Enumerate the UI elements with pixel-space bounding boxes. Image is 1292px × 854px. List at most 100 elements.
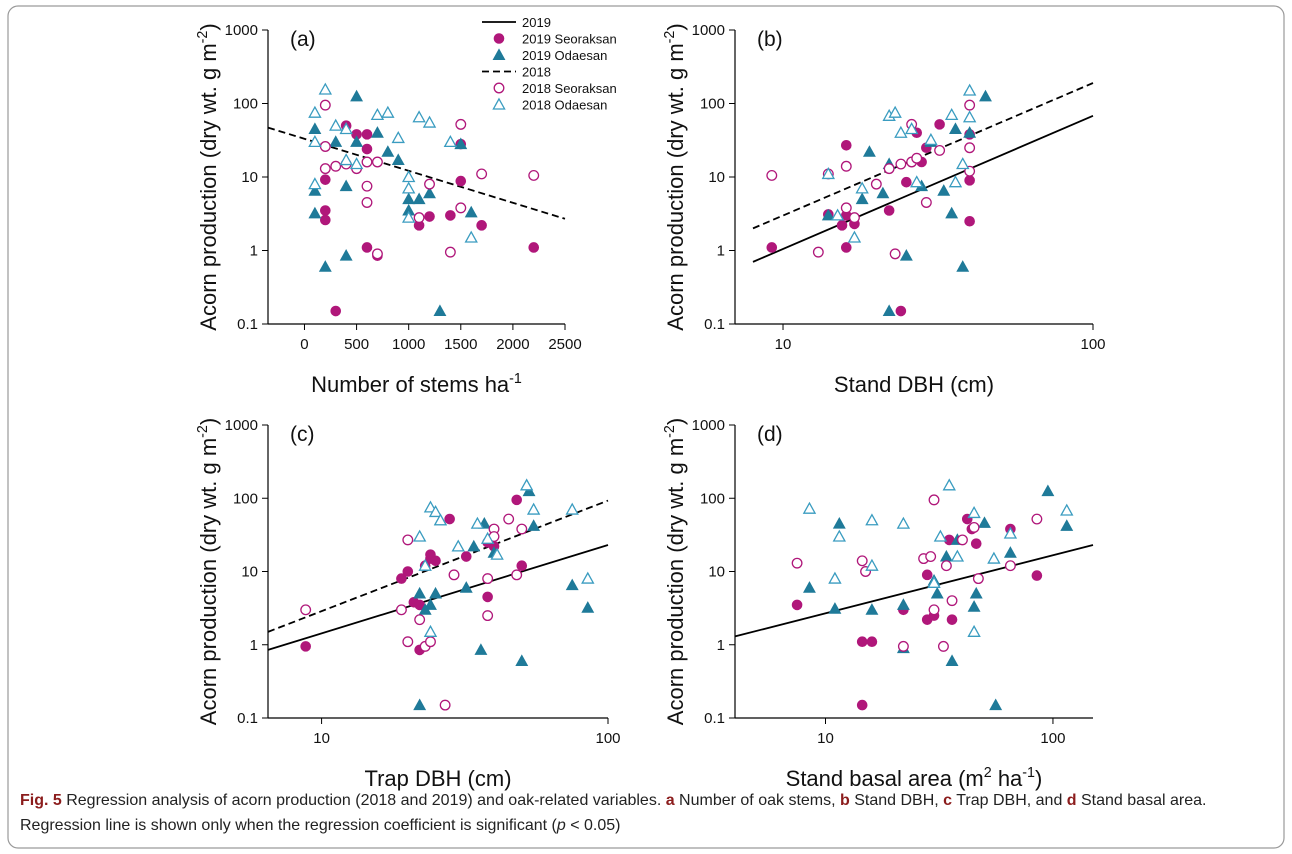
x-tick-label: 0 — [300, 336, 308, 353]
data-point — [897, 640, 909, 652]
data-point — [454, 137, 468, 150]
data-point — [402, 636, 414, 648]
data-point — [464, 205, 478, 218]
legend-label: 2018 Seoraksan — [522, 81, 617, 96]
x-tick-label: 1500 — [444, 336, 477, 353]
data-point — [308, 177, 322, 190]
x-axis-label: Trap DBH (cm) — [364, 766, 511, 791]
data-point — [855, 181, 869, 194]
x-axis-label: Number of stems ha-1 — [311, 371, 522, 397]
data-point — [581, 571, 595, 584]
data-point — [482, 573, 494, 585]
caption-text: Regression analysis of acorn production … — [61, 792, 666, 809]
data-point — [870, 178, 882, 190]
x-axis-label: Stand DBH (cm) — [834, 372, 994, 397]
data-point — [934, 144, 946, 156]
data-point — [1003, 526, 1018, 539]
data-point — [361, 143, 373, 155]
data-point — [308, 134, 322, 148]
data-point — [821, 167, 836, 180]
data-point — [1004, 560, 1016, 572]
panel-label: (c) — [290, 423, 315, 446]
data-point — [371, 156, 383, 168]
data-point — [455, 118, 467, 130]
caption: Fig. 5 Regression analysis of acorn prod… — [20, 788, 1270, 838]
regression-line — [267, 499, 609, 633]
data-point — [511, 494, 523, 506]
data-point — [516, 523, 528, 535]
data-point — [565, 578, 579, 591]
data-point — [414, 614, 426, 626]
caption-text: d — [1066, 792, 1077, 809]
data-point — [467, 539, 481, 552]
data-point — [967, 624, 981, 637]
data-point — [396, 573, 407, 584]
data-point — [962, 83, 977, 96]
data-point — [911, 152, 923, 164]
label-text: Stand basal area (m — [786, 766, 984, 791]
legend-marker — [492, 97, 506, 110]
data-point — [937, 184, 951, 196]
data-point — [802, 501, 817, 514]
data-point — [895, 158, 907, 170]
data-point — [482, 610, 494, 622]
data-point — [424, 211, 435, 222]
label-text: ) — [196, 418, 221, 425]
data-point — [339, 153, 353, 166]
data-point — [939, 549, 953, 562]
data-point — [412, 110, 426, 123]
y-tick-label: 1000 — [692, 417, 725, 434]
data-point — [1031, 570, 1043, 581]
y-tick-label: 1000 — [225, 22, 258, 39]
data-point — [862, 145, 876, 157]
data-point — [803, 581, 816, 593]
data-point — [945, 654, 959, 666]
y-tick-label: 10 — [241, 564, 258, 581]
x-tick-label: 2500 — [548, 336, 581, 353]
data-point — [896, 516, 911, 529]
data-point — [371, 248, 383, 260]
data-point — [895, 305, 907, 317]
data-point — [896, 598, 910, 610]
data-point — [924, 132, 938, 146]
data-point — [319, 141, 331, 152]
data-point — [401, 181, 416, 194]
data-point — [910, 175, 924, 188]
y-tick-label: 0.1 — [237, 710, 258, 727]
data-point — [350, 135, 364, 147]
caption-text: c — [943, 792, 953, 809]
data-point — [464, 230, 478, 243]
data-point — [444, 513, 455, 525]
x-tick-label: 100 — [1080, 336, 1105, 353]
superscript: -2 — [195, 31, 211, 44]
data-point — [934, 119, 945, 130]
data-point — [490, 547, 504, 560]
legend-marker — [493, 82, 505, 94]
data-point — [828, 602, 842, 614]
legend-marker — [492, 48, 506, 60]
superscript: -2 — [195, 425, 211, 438]
data-point — [1060, 519, 1074, 531]
data-point — [888, 105, 902, 118]
data-point — [350, 89, 364, 102]
data-point — [455, 202, 467, 214]
data-point — [320, 174, 331, 185]
data-point — [381, 145, 395, 157]
data-point — [901, 176, 912, 188]
label-text: Trap DBH (cm) — [364, 766, 511, 791]
data-point — [972, 573, 984, 585]
data-point — [361, 180, 373, 192]
data-point — [381, 105, 395, 118]
caption-text: Trap DBH, and — [952, 792, 1067, 809]
data-point — [320, 205, 331, 216]
label-text: ) — [196, 23, 221, 30]
y-tick-label: 1000 — [225, 417, 258, 434]
y-tick-label: 100 — [700, 96, 725, 113]
superscript: -1 — [509, 371, 522, 387]
data-point — [480, 531, 495, 544]
data-point — [413, 586, 427, 599]
data-point — [361, 242, 373, 253]
label-text: Acorn production (dry wt. g m — [663, 43, 688, 330]
superscript: -2 — [662, 31, 678, 44]
